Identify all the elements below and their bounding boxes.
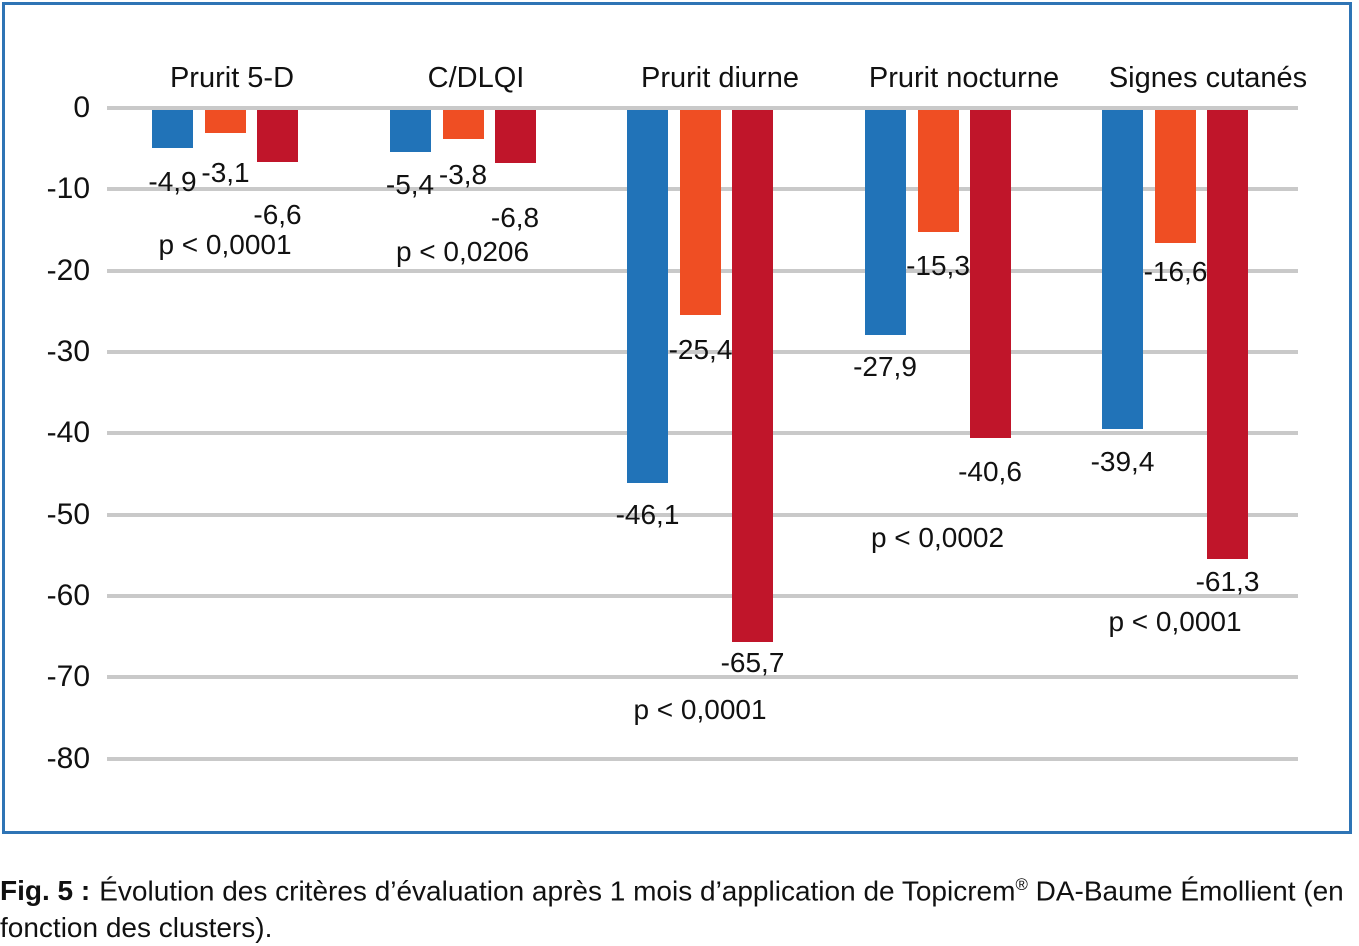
- bar-value-label: -15,3: [906, 250, 970, 282]
- y-axis-tick-label: -50: [46, 497, 90, 531]
- bar-prurit-nocturne-red: [969, 110, 1011, 439]
- gridline: [107, 594, 1298, 599]
- bar-prurit-nocturne-orange: [917, 110, 959, 233]
- bar-value-label: -39,4: [1090, 445, 1155, 477]
- bar-value-label: -61,3: [1195, 565, 1260, 597]
- bar-value-label: -27,9: [853, 350, 917, 382]
- bar-chart: 0 -10 -20 -30 -40 -50 -60 -70 -80 Prurit 5-D -4,9-…: [5, 5, 1349, 831]
- gridline: [107, 106, 1298, 110]
- registered-trademark-symbol: ®: [1015, 875, 1028, 894]
- gridline: [107, 512, 1298, 517]
- bar-c-dlqi-red: [494, 110, 536, 164]
- bar-value-label: -65,7: [720, 647, 785, 679]
- bar-value-label: -6,8: [490, 202, 540, 234]
- bar-value-label: -5,4: [385, 168, 435, 200]
- bar-prurit-5-d-red: [257, 110, 298, 162]
- p-value-label: p < 0,0001: [633, 694, 767, 725]
- bar-value-label: -4,9: [148, 165, 197, 197]
- bar-value-label: -3,1: [201, 157, 250, 189]
- y-axis-tick-label: -80: [46, 741, 90, 775]
- category-label-prurit-diurne: Prurit diurne: [641, 62, 799, 94]
- bar-prurit-diurne-blue: [627, 110, 668, 484]
- y-axis-tick-label: -10: [46, 172, 90, 206]
- bar-signes-cutan-s-orange: [1155, 110, 1196, 244]
- bar-prurit-diurne-red: [732, 110, 773, 643]
- bar-value-label: -16,6: [1143, 256, 1208, 288]
- y-axis-tick-label: 0: [73, 91, 90, 124]
- bar-value-label: -46,1: [615, 499, 680, 531]
- p-value-label: p < 0,0206: [395, 236, 530, 267]
- y-axis-tick-label: -60: [46, 579, 90, 613]
- gridline: [107, 756, 1298, 761]
- figure-caption-text: Évolution des critères d’évaluation aprè…: [99, 875, 1016, 907]
- figure-caption-label: Fig. 5 :: [0, 875, 91, 907]
- chart-panel: 0 -10 -20 -30 -40 -50 -60 -70 -80 Prurit 5-D -4,9-…: [2, 2, 1352, 834]
- gridline: [107, 431, 1298, 436]
- bar-prurit-nocturne-blue: [864, 110, 906, 335]
- bar-value-label: -40,6: [958, 456, 1022, 488]
- y-axis-tick-label: -30: [46, 335, 90, 369]
- y-axis-tick-label: -20: [46, 253, 90, 287]
- figure-caption-text-end: DA-Baume Émollient (en fonction des clus…: [0, 875, 1344, 944]
- y-axis-tick-label: -70: [46, 660, 90, 694]
- category-label-prurit-nocturne: Prurit nocturne: [868, 62, 1060, 94]
- p-value-label: p < 0,0001: [1108, 606, 1242, 637]
- bar-c-dlqi-blue: [389, 110, 431, 152]
- category-label-signes-cutan-s: Signes cutanés: [1108, 62, 1308, 94]
- bar-value-label: -25,4: [668, 333, 733, 365]
- bar-prurit-diurne-orange: [680, 110, 721, 315]
- category-label-prurit-5-d: Prurit 5-D: [169, 62, 295, 94]
- p-value-label: p < 0,0001: [158, 229, 292, 260]
- bar-value-label: -6,6: [253, 198, 302, 230]
- bar-value-label: -3,8: [438, 158, 488, 190]
- bar-signes-cutan-s-red: [1207, 110, 1248, 559]
- p-value-label: p < 0,0002: [870, 522, 1005, 553]
- bar-c-dlqi-orange: [442, 110, 484, 139]
- gridline: [107, 350, 1298, 355]
- bar-prurit-5-d-blue: [152, 110, 193, 148]
- bar-signes-cutan-s-blue: [1102, 110, 1143, 429]
- category-label-c-dlqi: C/DLQI: [427, 62, 525, 94]
- bar-prurit-5-d-orange: [205, 110, 246, 134]
- gridline: [107, 675, 1298, 680]
- figure-caption: Fig. 5 : Évolution des critères d’évaluat…: [0, 866, 1359, 946]
- y-axis-tick-label: -40: [46, 416, 90, 450]
